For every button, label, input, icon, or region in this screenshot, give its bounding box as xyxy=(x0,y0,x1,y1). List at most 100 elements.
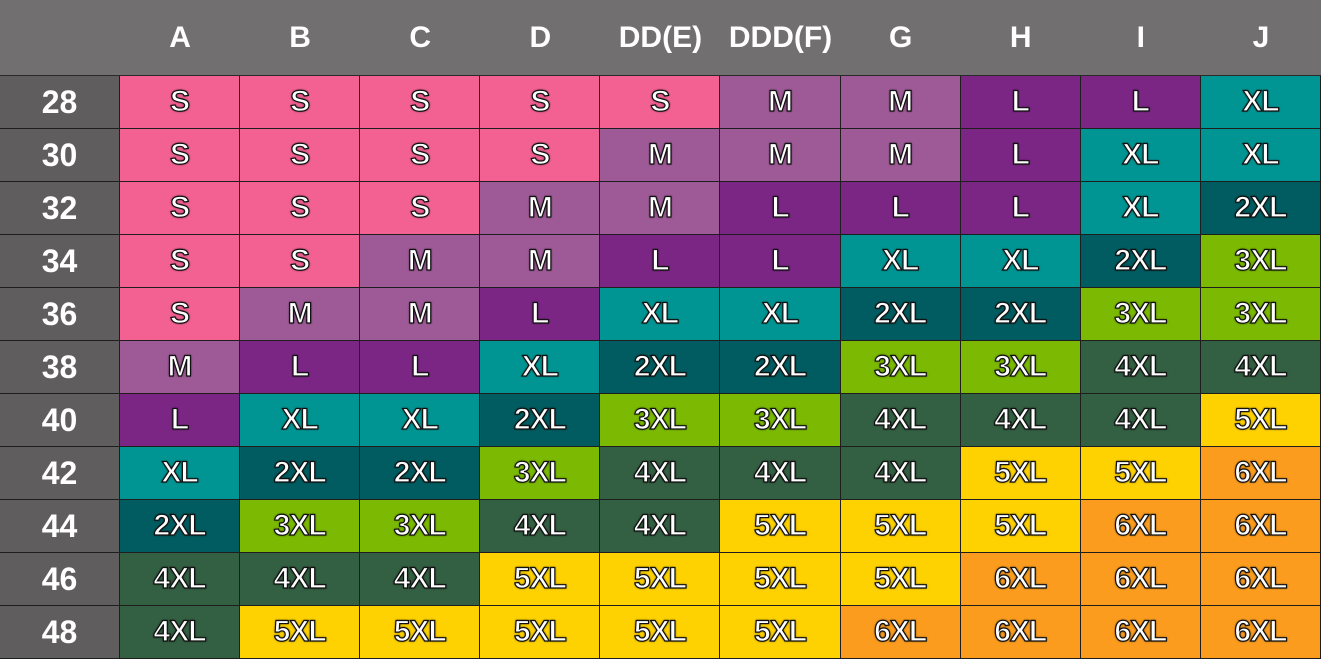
size-cell: XL xyxy=(1080,182,1201,235)
size-cell: M xyxy=(600,182,721,235)
cup-size-header: DDD(F) xyxy=(720,0,841,76)
size-cell: L xyxy=(960,182,1081,235)
size-cell: XL xyxy=(840,235,961,288)
band-size-label: 28 xyxy=(0,76,120,129)
size-cell: 2XL xyxy=(120,500,241,553)
size-cell: M xyxy=(360,235,481,288)
size-cell: M xyxy=(720,76,841,129)
size-cell: 4XL xyxy=(120,606,241,659)
size-cell: 5XL xyxy=(600,553,721,606)
size-cell: M xyxy=(120,341,241,394)
size-cell: M xyxy=(600,129,721,182)
size-cell: 3XL xyxy=(1080,288,1201,341)
size-cell: S xyxy=(360,76,481,129)
size-cell: 4XL xyxy=(360,553,481,606)
band-size-label: 42 xyxy=(0,447,120,500)
size-cell: 6XL xyxy=(840,606,961,659)
size-cell: 2XL xyxy=(720,341,841,394)
size-cell: 3XL xyxy=(1200,288,1321,341)
size-cell: 3XL xyxy=(960,341,1081,394)
size-cell: L xyxy=(240,341,361,394)
size-cell: M xyxy=(360,288,481,341)
band-size-label: 46 xyxy=(0,553,120,606)
size-cell: 6XL xyxy=(1200,606,1321,659)
size-cell: S xyxy=(120,129,241,182)
size-cell: S xyxy=(480,129,601,182)
size-cell: L xyxy=(960,76,1081,129)
size-cell: L xyxy=(1080,76,1201,129)
size-cell: 3XL xyxy=(480,447,601,500)
size-cell: L xyxy=(120,394,241,447)
size-cell: XL xyxy=(360,394,481,447)
size-cell: XL xyxy=(600,288,721,341)
size-cell: 6XL xyxy=(1080,500,1201,553)
size-cell: XL xyxy=(1080,129,1201,182)
size-cell: 3XL xyxy=(600,394,721,447)
size-cell: S xyxy=(120,182,241,235)
size-cell: S xyxy=(480,76,601,129)
size-cell: 5XL xyxy=(1080,447,1201,500)
size-cell: S xyxy=(240,235,361,288)
size-cell: S xyxy=(120,235,241,288)
size-cell: 4XL xyxy=(600,447,721,500)
size-cell: S xyxy=(240,182,361,235)
size-cell: 4XL xyxy=(1080,341,1201,394)
size-cell: L xyxy=(720,235,841,288)
cup-size-header: J xyxy=(1200,0,1321,76)
band-size-label: 36 xyxy=(0,288,120,341)
size-cell: 2XL xyxy=(840,288,961,341)
size-cell: M xyxy=(480,235,601,288)
cup-size-header: A xyxy=(120,0,241,76)
size-cell: 5XL xyxy=(720,606,841,659)
size-cell: 5XL xyxy=(840,500,961,553)
cup-size-header: H xyxy=(960,0,1081,76)
size-cell: 4XL xyxy=(240,553,361,606)
size-cell: XL xyxy=(480,341,601,394)
size-cell: 5XL xyxy=(840,553,961,606)
size-cell: M xyxy=(480,182,601,235)
cup-size-header: B xyxy=(240,0,361,76)
size-cell: XL xyxy=(720,288,841,341)
size-cell: 5XL xyxy=(240,606,361,659)
size-cell: 2XL xyxy=(960,288,1081,341)
size-cell: L xyxy=(360,341,481,394)
band-size-label: 38 xyxy=(0,341,120,394)
corner-cell xyxy=(0,0,120,76)
size-cell: 5XL xyxy=(600,606,721,659)
band-size-label: 44 xyxy=(0,500,120,553)
size-cell: 4XL xyxy=(720,447,841,500)
size-cell: L xyxy=(840,182,961,235)
size-cell: 6XL xyxy=(1200,500,1321,553)
size-cell: L xyxy=(960,129,1081,182)
size-cell: M xyxy=(840,76,961,129)
size-cell: 5XL xyxy=(480,553,601,606)
size-cell: L xyxy=(720,182,841,235)
size-cell: 5XL xyxy=(960,447,1081,500)
band-size-label: 40 xyxy=(0,394,120,447)
cup-size-header: G xyxy=(840,0,961,76)
size-cell: XL xyxy=(240,394,361,447)
size-cell: XL xyxy=(1200,76,1321,129)
size-cell: 5XL xyxy=(480,606,601,659)
size-cell: 3XL xyxy=(840,341,961,394)
band-size-label: 34 xyxy=(0,235,120,288)
size-cell: S xyxy=(240,76,361,129)
size-cell: 3XL xyxy=(360,500,481,553)
size-cell: S xyxy=(120,76,241,129)
size-cell: S xyxy=(360,182,481,235)
band-size-label: 30 xyxy=(0,129,120,182)
size-cell: S xyxy=(600,76,721,129)
band-size-label: 32 xyxy=(0,182,120,235)
size-cell: M xyxy=(240,288,361,341)
size-cell: 5XL xyxy=(960,500,1081,553)
size-cell: 5XL xyxy=(720,500,841,553)
size-cell: XL xyxy=(960,235,1081,288)
band-size-label: 48 xyxy=(0,606,120,659)
size-cell: 4XL xyxy=(1080,394,1201,447)
size-cell: 3XL xyxy=(240,500,361,553)
size-cell: 2XL xyxy=(1200,182,1321,235)
cup-size-header: D xyxy=(480,0,601,76)
size-cell: L xyxy=(600,235,721,288)
size-cell: XL xyxy=(1200,129,1321,182)
size-cell: 4XL xyxy=(120,553,241,606)
